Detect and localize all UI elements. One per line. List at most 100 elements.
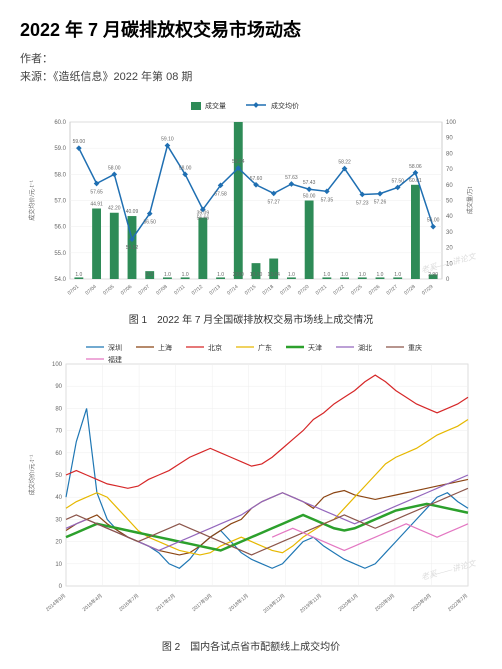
chart1-right-tick: 100 — [446, 120, 457, 126]
chart1-price-label: 59.00 — [73, 139, 86, 145]
chart1-vol-label: 1.0 — [323, 272, 330, 278]
chart1-x-label: 07/22 — [332, 284, 346, 297]
chart1-vol-label: 2390 — [233, 272, 244, 278]
chart2-x-label: 2020年1月 — [337, 592, 360, 613]
chart1-bar — [110, 213, 119, 279]
chart2-x-label: 2022年7月 — [446, 592, 469, 613]
chart1-vol-label: 5.0 — [146, 272, 153, 278]
chart1-price-label: 57.27 — [267, 199, 280, 205]
chart2-y-tick: 60 — [55, 451, 62, 457]
chart1-x-label: 07/08 — [155, 284, 169, 297]
chart1-x-label: 07/21 — [315, 284, 329, 297]
chart2-legend-label: 深圳 — [108, 343, 122, 352]
chart1-price-label: 58.06 — [409, 164, 422, 170]
chart1-price-label: 57.23 — [356, 200, 369, 206]
chart1-right-tick: 30 — [446, 230, 453, 236]
chart2-y-tick: 20 — [55, 540, 62, 546]
chart1-bar — [92, 208, 101, 279]
chart1-caption: 图 1 2022 年 7 月全国碳排放权交易市场线上成交情况 — [20, 311, 482, 326]
chart1-bar — [234, 122, 243, 279]
chart2-legend-label: 湖北 — [358, 343, 372, 352]
chart1-vol-label: 1.0 — [75, 272, 82, 278]
chart1-left-tick: 55.0 — [54, 251, 66, 257]
chart2-legend-label: 福建 — [108, 355, 122, 364]
chart1-vol-label: 1.0 — [164, 272, 171, 278]
chart2-y-tick: 50 — [55, 473, 62, 479]
chart2-svg: 01020304050607080901002014年9月2016年4月2016… — [20, 336, 482, 636]
chart2-y-tick: 70 — [55, 429, 62, 435]
chart1-vol-label: 1.0 — [377, 272, 384, 278]
chart2-x-label: 2019年11月 — [298, 592, 323, 614]
chart1-x-label: 07/29 — [421, 284, 435, 297]
chart2-y-tick: 0 — [59, 584, 63, 590]
chart1-left-tick: 56.0 — [54, 225, 66, 231]
chart2-legend-label: 天津 — [308, 344, 322, 352]
chart1-container: 54.055.056.057.058.059.060.0010203040506… — [20, 94, 482, 326]
chart1-ylabel-right: 成交量/万t — [466, 187, 474, 215]
chart1-bar — [411, 185, 420, 279]
chart1-vol-label: 1.0 — [182, 272, 189, 278]
chart1-vol-label: 10.10 — [250, 272, 263, 278]
chart2-y-tick: 40 — [55, 495, 62, 501]
chart2-legend-label: 北京 — [208, 343, 222, 352]
chart1-svg: 54.055.056.057.058.059.060.0010203040506… — [20, 94, 482, 309]
legend-price-marker — [253, 102, 259, 108]
chart1-price-label: 56.00 — [427, 218, 440, 224]
chart2-x-label: 2016年7月 — [118, 592, 141, 613]
chart2-container: 01020304050607080901002014年9月2016年4月2016… — [20, 336, 482, 653]
author-line: 作者： — [20, 50, 482, 66]
chart1-vol-label: 1.0 — [288, 272, 295, 278]
chart1-x-label: 07/14 — [226, 284, 240, 297]
chart1-price-label: 58.24 — [232, 159, 245, 165]
chart1-vol-label: 44.91 — [90, 201, 103, 207]
chart1-price-label: 58.00 — [108, 165, 121, 171]
chart2-x-label: 2016年4月 — [81, 592, 104, 613]
chart1-right-tick: 0 — [446, 277, 450, 283]
chart1-left-tick: 54.0 — [54, 277, 66, 283]
chart1-right-tick: 90 — [446, 136, 453, 142]
chart1-x-label: 07/19 — [279, 284, 293, 297]
chart2-x-label: 2017年2月 — [154, 592, 177, 613]
chart2-x-label: 2020年9月 — [410, 592, 433, 613]
chart1-price-label: 57.63 — [285, 175, 298, 181]
chart1-right-tick: 40 — [446, 214, 453, 220]
chart1-x-label: 07/25 — [350, 284, 364, 297]
chart1-bar — [305, 201, 314, 280]
chart1-x-label: 07/12 — [191, 284, 205, 297]
chart2-caption: 图 2 国内各试点省市配额线上成交均价 — [20, 638, 482, 653]
chart1-x-label: 07/26 — [368, 284, 382, 297]
chart2-legend-label: 广东 — [258, 343, 272, 352]
chart1-right-tick: 70 — [446, 167, 453, 173]
source-line: 来源：《造纸信息》2022 年第 08 期 — [20, 68, 482, 84]
legend-vol-swatch — [191, 102, 201, 110]
chart1-ylabel-left: 成交均价/元·t⁻¹ — [28, 180, 36, 221]
chart1-vol-label: 1.0 — [394, 272, 401, 278]
chart2-x-label: 2014年9月 — [44, 592, 67, 613]
chart2-x-label: 2020年9月 — [373, 592, 396, 613]
chart1-x-label: 07/20 — [297, 284, 311, 297]
chart2-y-tick: 100 — [52, 362, 63, 368]
chart1-x-label: 07/04 — [84, 284, 98, 297]
chart2-x-label: 2018年12月 — [262, 592, 287, 615]
chart1-vol-label: 1.0 — [341, 272, 348, 278]
chart1-right-tick: 80 — [446, 151, 453, 157]
chart1-vol-label: 60.01 — [409, 178, 422, 184]
chart1-x-label: 07/05 — [102, 284, 116, 297]
chart2-y-tick: 30 — [55, 517, 62, 523]
chart1-price-label: 57.35 — [321, 197, 334, 203]
legend-price-label: 成交均价 — [271, 101, 299, 110]
chart1-left-tick: 57.0 — [54, 199, 66, 205]
chart1-left-tick: 58.0 — [54, 172, 66, 178]
chart1-right-tick: 60 — [446, 183, 453, 189]
chart1-vol-label: 42.20 — [108, 206, 121, 212]
chart2-x-label: 2017年9月 — [191, 592, 214, 613]
chart2-legend-label: 重庆 — [408, 343, 422, 352]
chart1-x-label: 07/11 — [173, 284, 186, 297]
chart1-x-label: 07/13 — [208, 284, 222, 297]
chart2-ylabel: 成交均价/元·t⁻¹ — [28, 455, 36, 496]
chart1-x-label: 07/28 — [403, 284, 417, 297]
chart1-vol-label: 40.09 — [126, 209, 139, 215]
chart1-price-label: 57.50 — [391, 178, 404, 184]
chart1-x-label: 07/18 — [262, 284, 276, 297]
chart1-x-label: 07/06 — [120, 284, 134, 297]
